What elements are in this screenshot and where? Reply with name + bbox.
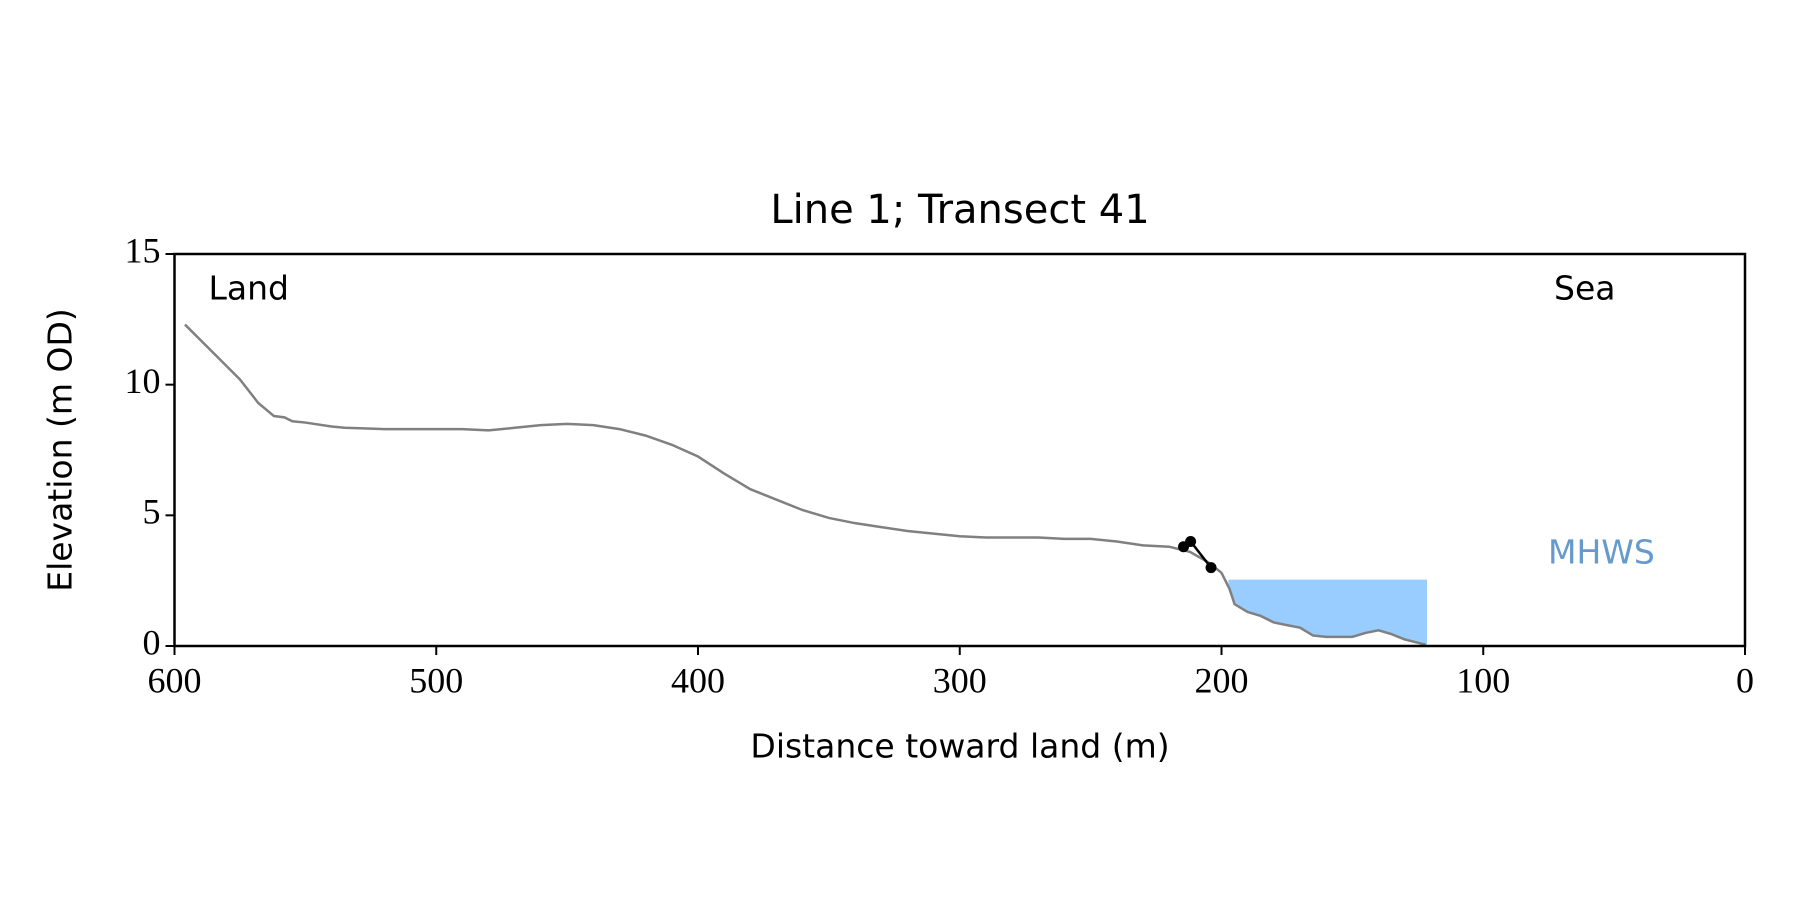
annotation: Land [209,269,289,308]
x-tick-label: 600 [148,660,202,700]
point [1205,562,1217,574]
x-tick-label: 300 [933,660,987,700]
y-tick-label: 10 [125,361,161,401]
axes-frame [173,252,1747,648]
y-tick-label: 15 [125,230,161,270]
profile-line [184,323,1426,646]
y-tick-label: 0 [143,622,161,662]
x-tick-label: 500 [409,660,463,700]
chart-title: Line 1; Transect 41 [770,187,1149,233]
y-tick-label: 5 [143,492,161,532]
mhws-label: MHWS [1548,533,1655,572]
x-tick-label: 0 [1736,660,1754,700]
x-tick-label: 100 [1456,660,1510,700]
point [1185,535,1197,547]
x-tick-label: 400 [671,660,725,700]
annotation: Sea [1554,269,1615,308]
y-axis-label: Elevation (m OD) [41,308,80,592]
mhws-fill [1228,579,1427,645]
x-axis-label: Distance toward land (m) [750,727,1169,766]
x-tick-label: 200 [1195,660,1249,700]
